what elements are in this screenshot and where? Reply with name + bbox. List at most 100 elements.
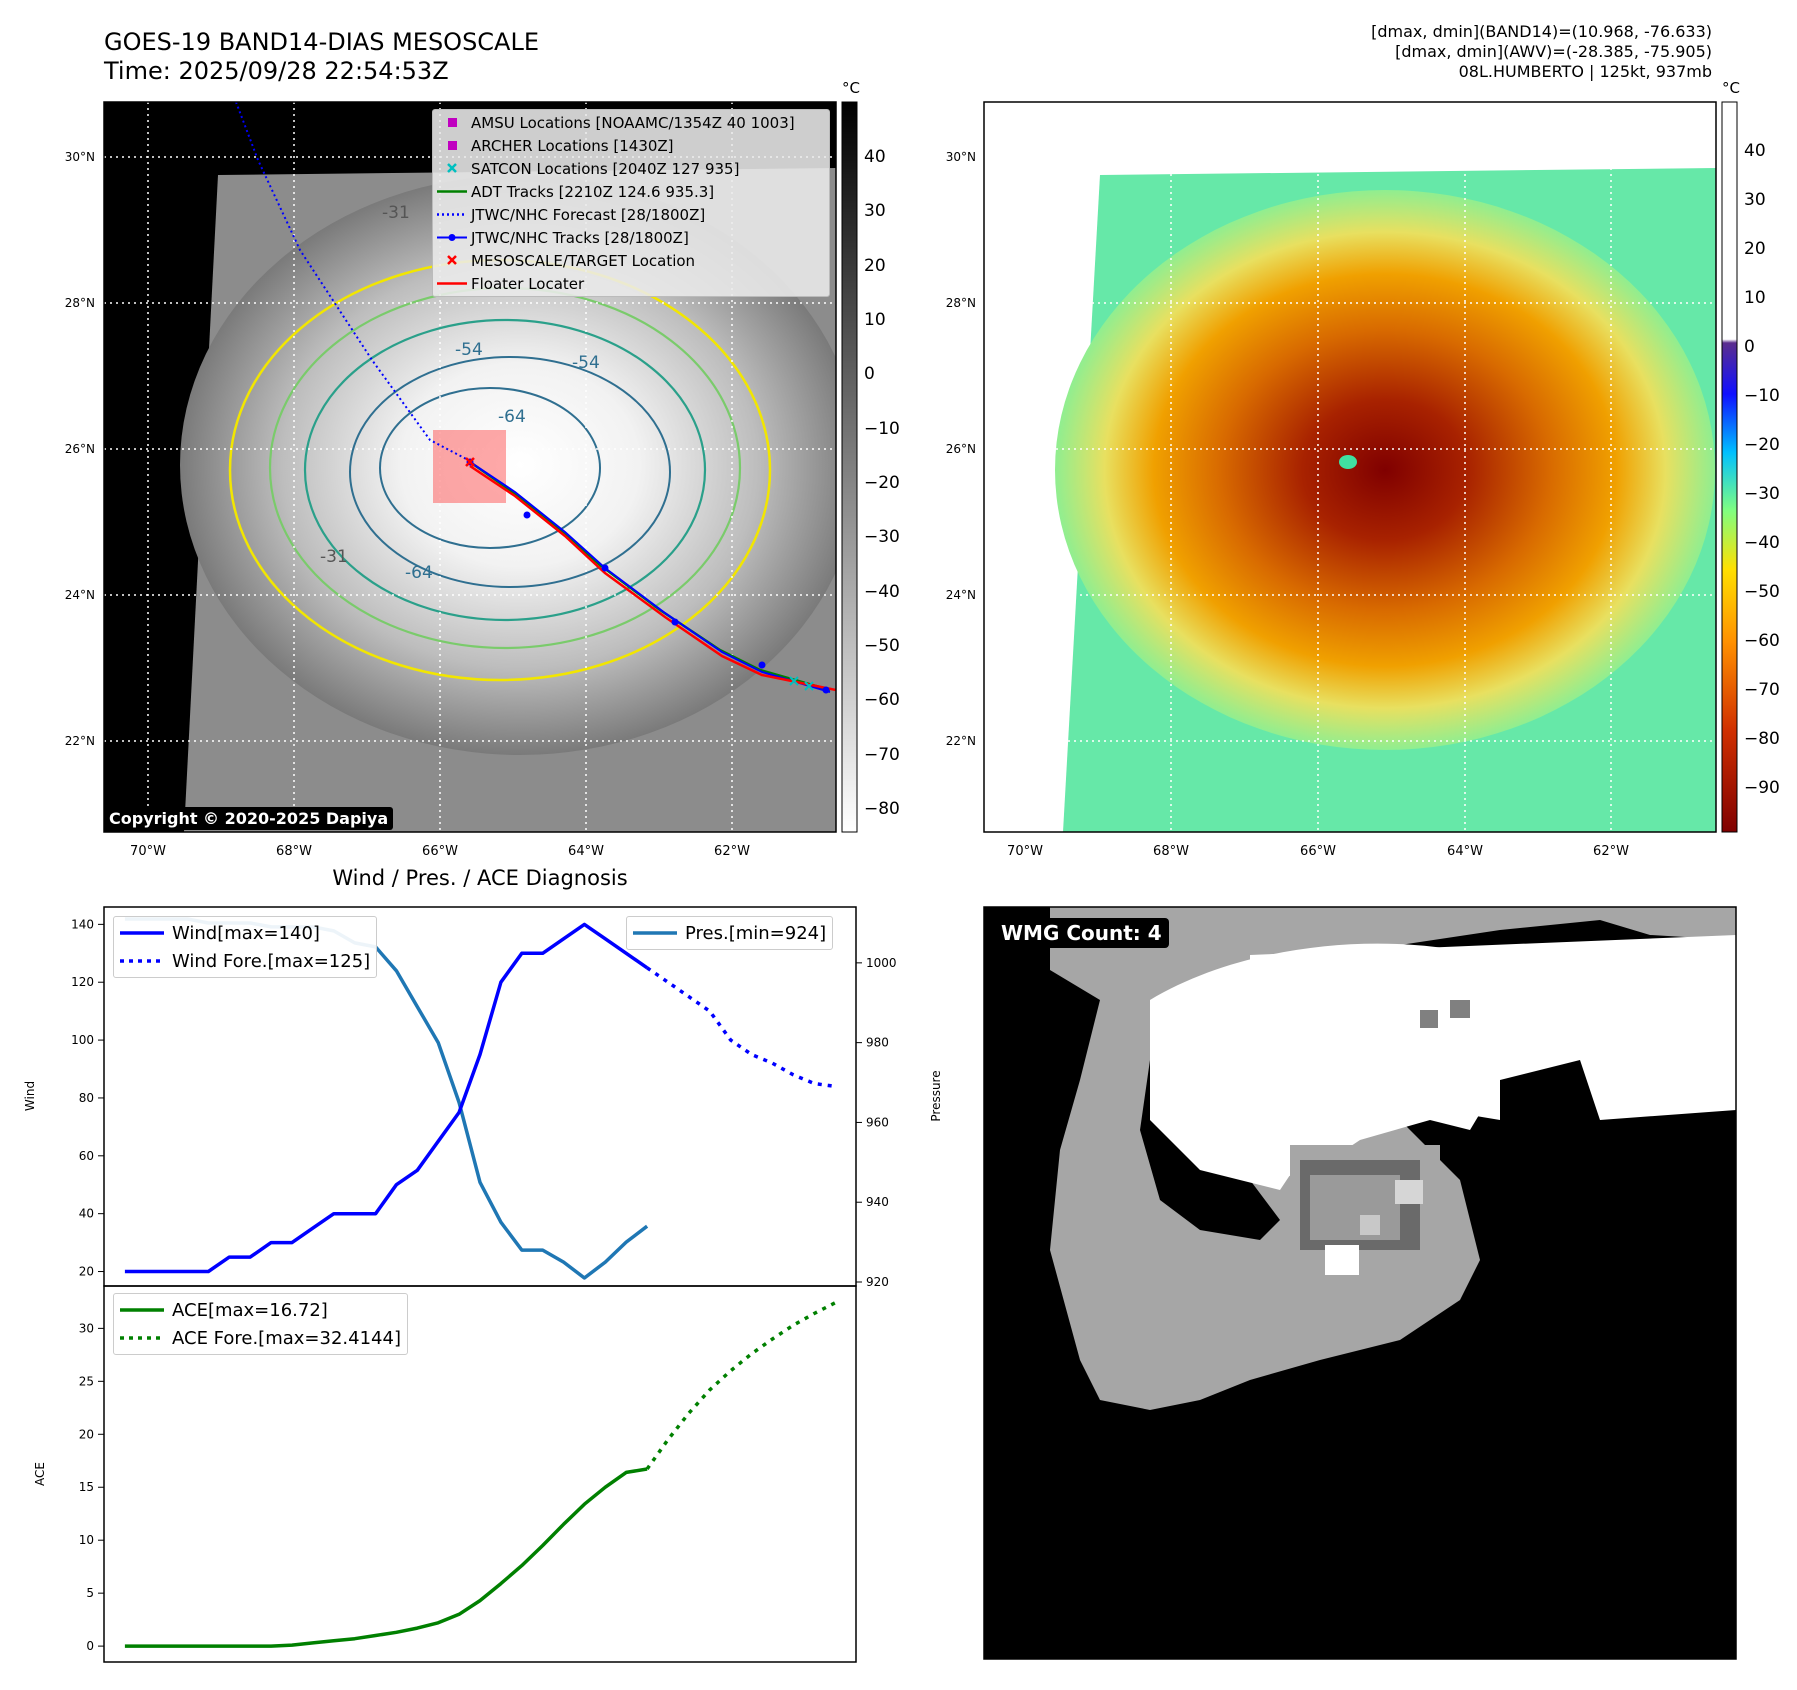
colorbar-tick: −40: [864, 582, 900, 602]
lon-label: 66°W: [422, 844, 458, 859]
ace-tick-label: 25: [79, 1374, 94, 1388]
awv-map-panel: 30°N 28°N 26°N 24°N 22°N 70°W 68°W 66°W …: [946, 79, 1780, 859]
ir-map-frame: [103, 101, 837, 833]
contour-teal: [303, 318, 707, 622]
mesoscale-target-box: [433, 430, 506, 503]
square-marker-icon: [448, 118, 457, 127]
legend-item-satcon: SATCON Locations [2040Z 127 935]: [433, 157, 829, 180]
dotted-line-icon: [120, 1336, 164, 1340]
ace-plot-frame: [103, 1285, 857, 1663]
contour-blue: [349, 356, 671, 588]
awv-moisture-field: [1055, 190, 1715, 750]
legend-label: ACE[max=16.72]: [172, 1299, 328, 1321]
pressure-tick-label: 940: [866, 1195, 889, 1209]
awv-colorbar-ticks: 40 30 20 10 0 −10 −20 −30 −40 −50 −60 −7…: [1744, 141, 1780, 798]
legend-item-ace-forecast: ACE Fore.[max=32.4144]: [114, 1324, 401, 1352]
legend-label: ADT Tracks [2210Z 124.6 935.3]: [471, 182, 715, 201]
awv-graticule: [984, 102, 1716, 832]
legend-item-wind: Wind[max=140]: [114, 919, 370, 947]
legend-item-archer: ARCHER Locations [1430Z]: [433, 134, 829, 157]
legend-label: Wind[max=140]: [172, 922, 320, 944]
legend-item-adt: ADT Tracks [2210Z 124.6 935.3]: [433, 180, 829, 203]
wind-tick-label: 120: [71, 975, 94, 989]
wind-tick-label: 60: [79, 1149, 94, 1163]
legend-label: SATCON Locations [2040Z 127 935]: [471, 159, 740, 178]
wmg-gray-cell: [1450, 1000, 1470, 1018]
lat-label: 26°N: [65, 442, 95, 456]
lat-label: 24°N: [65, 588, 95, 602]
ace-axis-label: ACE: [33, 1462, 47, 1486]
pressure-tick-label: 1000: [866, 956, 897, 970]
colorbar-tick: 20: [864, 256, 886, 276]
colorbar-tick: −20: [864, 473, 900, 493]
ace-tick-label: 5: [86, 1586, 94, 1600]
solid-line-icon: [633, 931, 677, 935]
wmg-count-badge: WMG Count: 4: [994, 918, 1169, 948]
colorbar-tick: −60: [864, 690, 900, 710]
satcon-markers: [789, 676, 814, 691]
diagnosis-charts: 20 40 60 80 100 120 140 920 940 960 980 1000 0 5 10 1…: [23, 906, 943, 1663]
lon-label: 64°W: [568, 844, 604, 859]
awv-lat-labels: 30°N 28°N 26°N 24°N 22°N: [946, 150, 976, 748]
contour-label: -54: [455, 340, 483, 360]
lon-label: 62°W: [1593, 844, 1629, 859]
jtwc-forecast-track: [235, 102, 473, 463]
legend-label: AMSU Locations [NOAAMC/1354Z 40 1003]: [471, 113, 795, 132]
wind-tick-label: 40: [79, 1207, 94, 1221]
legend-label: ARCHER Locations [1430Z]: [471, 136, 674, 155]
lat-label: 26°N: [946, 442, 976, 456]
jtwc-track: [469, 461, 831, 693]
ir-colorbar-ticks: 40 30 20 10 0 −10 −20 −30 −40 −50 −60 −7…: [864, 147, 900, 819]
wind-legend: Wind[max=140] Wind Fore.[max=125]: [113, 916, 378, 978]
solid-line-icon: [437, 282, 467, 285]
mesoscale-target-marker: [465, 457, 475, 467]
lon-label: 64°W: [1447, 844, 1483, 859]
colorbar-tick: −90: [1744, 778, 1780, 798]
legend-item-ace: ACE[max=16.72]: [114, 1296, 401, 1324]
ir-lon-labels: 70°W 68°W 66°W 64°W 62°W: [130, 844, 750, 859]
legend-item-pressure: Pres.[min=924]: [627, 919, 826, 947]
colorbar-tick: 40: [1744, 141, 1766, 161]
pressure-axis-ticks: 920 940 960 980 1000: [856, 956, 897, 1289]
ace-tick-label: 20: [79, 1427, 94, 1441]
contour-labels: -54 -54 -64 -64 -31 -31: [320, 203, 600, 583]
lon-label: 68°W: [1153, 844, 1189, 859]
info-line-2: [dmax, dmin](AWV)=(-28.385, -75.905): [1395, 42, 1712, 61]
title-line-1: GOES-19 BAND14-DIAS MESOSCALE: [104, 28, 540, 56]
colorbar-tick: −50: [1744, 582, 1780, 602]
ir-colorbar-unit: °C: [842, 79, 860, 97]
legend-item-floater: Floater Locater: [433, 272, 829, 295]
colorbar-tick: −80: [1744, 729, 1780, 749]
colorbar-tick: −70: [864, 745, 900, 765]
lat-label: 28°N: [946, 296, 976, 310]
lat-label: 24°N: [946, 588, 976, 602]
solid-line-icon: [437, 190, 467, 193]
pressure-tick-label: 960: [866, 1115, 889, 1129]
colorbar-tick: −30: [864, 527, 900, 547]
legend-label: ACE Fore.[max=32.4144]: [172, 1327, 401, 1349]
legend-item-jtwc-tracks: JTWC/NHC Tracks [28/1800Z]: [433, 226, 829, 249]
solid-line-icon: [120, 1308, 164, 1312]
info-line-3: 08L.HUMBERTO | 125kt, 937mb: [1458, 62, 1712, 81]
dotted-line-icon: [437, 213, 467, 216]
ace-line: [124, 1467, 648, 1648]
legend-item-wind-forecast: Wind Fore.[max=125]: [114, 947, 370, 975]
colorbar-tick: −50: [864, 636, 900, 656]
colorbar-tick: −80: [864, 799, 900, 819]
colorbar-tick: −30: [1744, 484, 1780, 504]
x-marker-icon: [447, 255, 457, 265]
awv-map-frame: [983, 101, 1717, 833]
contour-label: -31: [320, 547, 348, 567]
square-marker-icon: [448, 141, 457, 150]
wind-tick-label: 100: [71, 1033, 94, 1047]
lon-label: 62°W: [714, 844, 750, 859]
wmg-frame: [983, 906, 1737, 1660]
pressure-legend: Pres.[min=924]: [626, 916, 834, 950]
legend-label: JTWC/NHC Forecast [28/1800Z]: [471, 205, 706, 224]
colorbar-tick: −20: [1744, 435, 1780, 455]
pressure-axis-label: Pressure: [929, 1070, 943, 1121]
wind-axis-label: Wind: [23, 1081, 37, 1111]
ir-map-legend: AMSU Locations [NOAAMC/1354Z 40 1003] AR…: [432, 109, 830, 297]
line-dot-icon: [437, 234, 467, 241]
lon-label: 68°W: [276, 844, 312, 859]
